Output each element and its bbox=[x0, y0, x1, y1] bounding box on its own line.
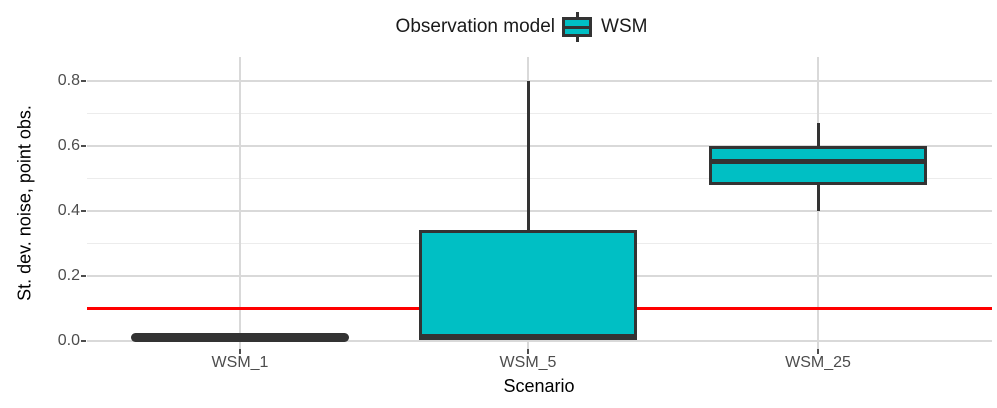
plot-panel bbox=[87, 57, 992, 349]
legend-title: Observation model bbox=[395, 16, 556, 37]
legend-item-label: WSM bbox=[601, 16, 648, 37]
y-tick bbox=[81, 79, 86, 82]
y-tick bbox=[81, 274, 86, 277]
x-tick bbox=[527, 349, 529, 354]
x-tick-label: WSM_1 bbox=[211, 354, 269, 371]
legend-key-boxplot-icon bbox=[562, 12, 593, 42]
whisker-upper-wsm_5 bbox=[526, 80, 530, 230]
y-tick bbox=[81, 144, 86, 147]
y-tick-label: 0.0 bbox=[57, 331, 80, 349]
x-tick bbox=[239, 349, 241, 354]
whisker-lower-wsm_25 bbox=[816, 184, 820, 211]
legend-key-lower-whisker-icon bbox=[575, 36, 579, 42]
legend-key-upper-whisker-icon bbox=[575, 12, 579, 18]
collapsed-box-wsm_1 bbox=[131, 332, 349, 342]
y-tick bbox=[81, 339, 86, 342]
median-line-wsm_5 bbox=[419, 334, 637, 340]
y-axis-title: St. dev. noise, point obs. bbox=[14, 105, 35, 301]
y-tick-label: 0.2 bbox=[57, 266, 80, 284]
gridline-major bbox=[87, 209, 992, 212]
x-tick-label: WSM_25 bbox=[785, 354, 851, 371]
legend: Observation model WSM bbox=[0, 12, 997, 42]
legend-key-median-icon bbox=[565, 25, 590, 29]
y-tick-label: 0.6 bbox=[57, 136, 80, 154]
y-tick-label: 0.8 bbox=[57, 71, 80, 89]
gridline-major bbox=[87, 339, 992, 342]
x-tick-label: WSM_5 bbox=[499, 354, 557, 371]
x-axis-title: Scenario bbox=[503, 376, 575, 396]
gridline-minor bbox=[87, 177, 992, 179]
box-wsm_5 bbox=[419, 230, 637, 338]
y-tick-label: 0.4 bbox=[57, 201, 80, 219]
gridline-minor bbox=[87, 112, 992, 114]
gridline-major bbox=[87, 144, 992, 147]
box-wsm_25 bbox=[709, 145, 927, 185]
gridline-vertical bbox=[239, 57, 241, 349]
gridline-major bbox=[87, 79, 992, 82]
median-line-wsm_25 bbox=[709, 159, 927, 165]
whisker-upper-wsm_25 bbox=[816, 122, 820, 146]
x-tick bbox=[817, 349, 819, 354]
y-tick bbox=[81, 209, 86, 212]
